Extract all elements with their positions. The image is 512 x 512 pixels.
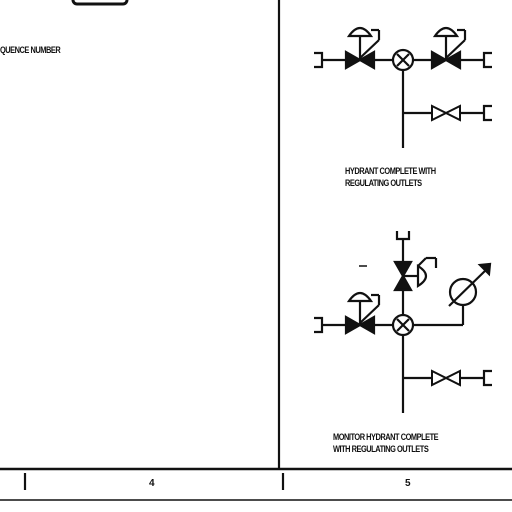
hydrant-caption: HYDRANT COMPLETE WITH REGULATING OUTLETS [345, 166, 436, 190]
end-cap [482, 369, 492, 387]
monitor-hydrant-symbol [314, 231, 492, 413]
caption-line: WITH REGULATING OUTLETS [333, 444, 429, 455]
caption-line: REGULATING OUTLETS [345, 178, 422, 189]
top-cap [395, 231, 411, 241]
monitor-hydrant-caption: MONITOR HYDRANT COMPLETE WITH REGULATING… [333, 432, 439, 456]
gate-valve [431, 104, 461, 122]
end-cap-left [314, 316, 324, 334]
end-cap-left [314, 51, 324, 69]
monitor-nozzle [448, 277, 478, 307]
actuator-dome [346, 26, 374, 38]
pilot-line [445, 39, 466, 59]
column-number-4: 4 [149, 478, 155, 489]
pilot-line [359, 304, 380, 324]
monitor-arrow [448, 267, 489, 307]
caption-line: MONITOR HYDRANT COMPLETE [333, 432, 439, 443]
end-cap [482, 104, 492, 122]
hydrant-cross [396, 53, 410, 67]
pilot-line [359, 39, 380, 59]
caption-line: HYDRANT COMPLETE WITH [345, 166, 436, 177]
actuator-dome [416, 264, 428, 288]
gate-valve [431, 369, 461, 387]
hydrant-cross [396, 318, 410, 332]
hydrant-symbol [314, 26, 492, 148]
partial-label-box [71, 0, 129, 6]
pilot-line [417, 257, 427, 267]
actuator-dome [346, 291, 374, 303]
column-number-5: 5 [405, 478, 411, 489]
actuator-dome [432, 26, 460, 38]
sequence-number-label: QUENCE NUMBER [0, 45, 61, 56]
monitor-arrowhead [477, 262, 492, 277]
end-cap-right [482, 51, 492, 69]
